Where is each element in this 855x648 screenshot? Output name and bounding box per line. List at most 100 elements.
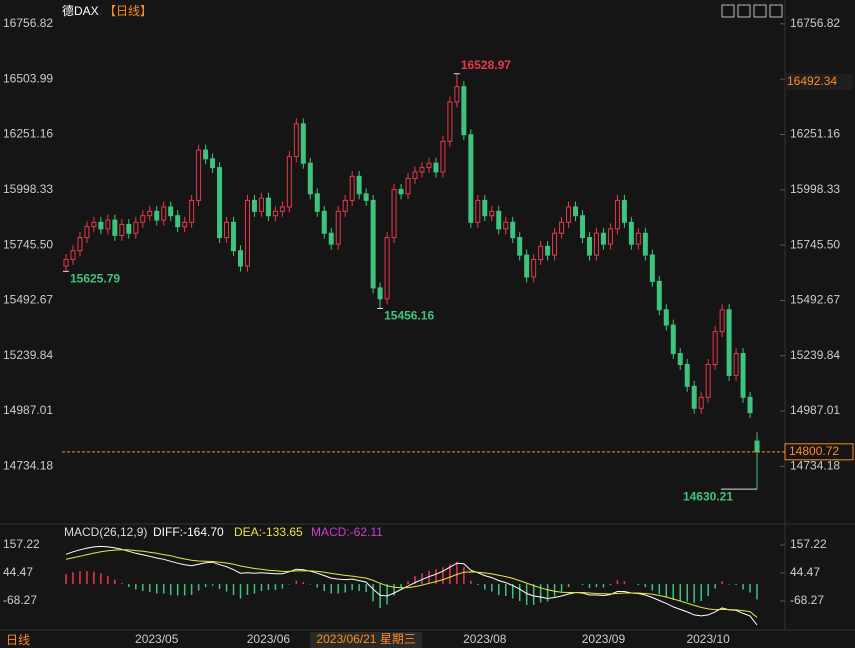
candle-body: [272, 210, 278, 217]
candle-body: [224, 221, 230, 239]
y-tick-label: 14987.01: [790, 403, 840, 417]
price-annotation: 14630.21: [683, 489, 733, 503]
candle-body: [231, 221, 237, 252]
candle-body: [63, 258, 69, 267]
candle-body: [363, 193, 369, 201]
y-tick-label: -68.27: [790, 593, 824, 607]
candle-body: [489, 210, 495, 217]
candle-body: [635, 232, 641, 245]
y-tick-label: 16251.16: [3, 127, 53, 141]
candle-body: [552, 232, 558, 256]
x-tick-label: 2023/05: [135, 632, 179, 646]
candle-body: [600, 232, 606, 245]
marker-price-box: [785, 73, 853, 90]
dea-line: [65, 549, 758, 618]
candle-body: [419, 167, 425, 173]
candle-body: [84, 226, 90, 239]
y-tick-label: 44.47: [3, 565, 33, 579]
y-tick-label: 157.22: [790, 537, 827, 551]
zoom-button[interactable]: [721, 4, 735, 18]
play-button[interactable]: [753, 4, 767, 18]
candle-body: [614, 199, 620, 230]
period-label: 日线: [6, 633, 30, 647]
candle-body: [405, 178, 411, 195]
candle-body: [300, 123, 306, 164]
candle-body: [649, 254, 655, 282]
candle-body: [524, 254, 530, 278]
candle-body: [461, 86, 467, 136]
candle-body: [258, 197, 264, 212]
candle-body: [573, 206, 579, 217]
dif-label: DIFF:-164.70: [153, 525, 224, 539]
candle-body: [147, 210, 153, 217]
candle-body: [587, 237, 592, 256]
candle-body: [126, 223, 132, 234]
candle-body: [377, 287, 383, 300]
dea-label: DEA:-133.65: [234, 525, 303, 539]
x-tick-label: 2023/06: [247, 632, 291, 646]
candle-body: [210, 158, 216, 169]
candle-body: [112, 219, 118, 236]
candle-body: [265, 197, 271, 217]
candle-body: [175, 215, 181, 228]
zoom-button[interactable]: [737, 4, 751, 18]
candle-body: [628, 221, 634, 245]
candle-body: [168, 206, 174, 217]
candle-body: [747, 396, 753, 414]
price-annotation: 15456.16: [384, 309, 434, 323]
y-tick-label: 15239.84: [790, 348, 840, 362]
candle-body: [98, 221, 104, 230]
candle-body: [559, 221, 565, 234]
marker-price-label: 16492.34: [787, 74, 837, 88]
dif-line: [65, 545, 758, 626]
candle-body: [740, 353, 746, 398]
candle-body: [391, 188, 397, 239]
period-label: 【日线】: [104, 4, 152, 18]
candle-body: [719, 309, 725, 333]
candle-body: [238, 250, 243, 267]
candle-body: [691, 385, 697, 409]
candle-body: [503, 221, 509, 230]
macd-label: MACD:-62.11: [311, 525, 383, 539]
candle-body: [433, 162, 439, 173]
candle-body: [607, 228, 613, 245]
candle-body: [91, 221, 97, 228]
y-tick-label: 16251.16: [790, 127, 840, 141]
x-tick-label: 2023/09: [582, 632, 626, 646]
candle-body: [670, 324, 676, 355]
candle-body: [105, 219, 111, 230]
y-tick-label: 14734.18: [790, 459, 840, 473]
candle-body: [684, 363, 690, 387]
candle-body: [133, 221, 139, 234]
settings-button[interactable]: [769, 4, 783, 18]
last-price-label: 14800.72: [789, 444, 839, 458]
candle-body: [677, 353, 683, 365]
candle-body: [517, 237, 523, 256]
candle-body: [384, 237, 390, 300]
y-tick-label: 14987.01: [3, 403, 53, 417]
candle-body: [538, 245, 544, 260]
candle-body: [663, 309, 669, 326]
crosshair-label-bg: [310, 632, 423, 648]
candle-body: [370, 199, 376, 289]
y-tick-label: 15998.33: [790, 182, 840, 196]
candle-body: [468, 134, 474, 223]
candle-body: [754, 440, 760, 453]
y-tick-label: 44.47: [790, 565, 820, 579]
y-tick-label: 16503.99: [3, 71, 53, 85]
candle-body: [349, 175, 355, 201]
y-tick-label: 15239.84: [3, 348, 53, 362]
candle-body: [335, 210, 341, 245]
candle-body: [356, 175, 362, 195]
candle-body: [328, 232, 334, 245]
candle-body: [279, 206, 285, 212]
candle-body: [217, 167, 223, 239]
candle-body: [286, 156, 292, 208]
candle-body: [496, 210, 502, 230]
price-annotation: 16528.97: [461, 58, 511, 72]
candle-body: [342, 199, 348, 212]
y-tick-label: 16756.82: [3, 16, 53, 30]
